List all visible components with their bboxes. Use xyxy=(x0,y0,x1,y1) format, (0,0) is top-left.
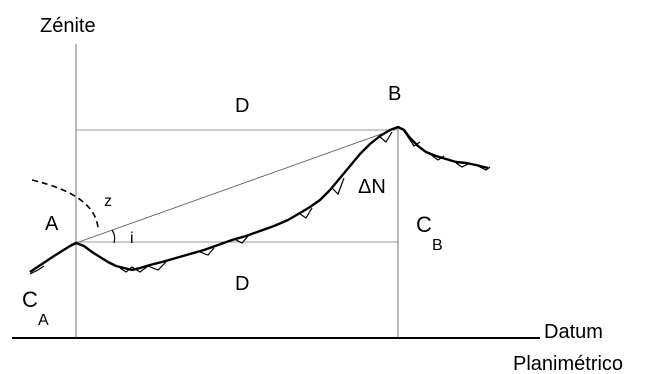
zenith-angle-label: z xyxy=(104,193,112,210)
slope-angle-arc xyxy=(112,230,115,243)
datum-label-line2: Planimétrico xyxy=(513,353,623,374)
slope-line-ab xyxy=(76,128,398,243)
point-b-label: B xyxy=(388,83,401,105)
elevation-b-subscript: B xyxy=(432,237,443,254)
terrain-profile xyxy=(30,127,488,272)
elevation-b-label: C xyxy=(416,212,432,237)
slope-angle-label: i xyxy=(130,230,134,247)
terrain-shading xyxy=(30,131,490,274)
zenith-angle-arc xyxy=(32,180,98,228)
horizontal-distance-bottom-label: D xyxy=(235,273,249,295)
datum-label: Datum xyxy=(544,321,603,343)
horizontal-distance-top-label: D xyxy=(235,95,249,117)
point-a-label: A xyxy=(45,213,59,235)
elevation-a-subscript: A xyxy=(38,312,49,329)
zenith-label: Zénite xyxy=(40,15,96,37)
elevation-a-label: C xyxy=(22,287,38,312)
height-difference-label: ΔN xyxy=(358,176,386,198)
